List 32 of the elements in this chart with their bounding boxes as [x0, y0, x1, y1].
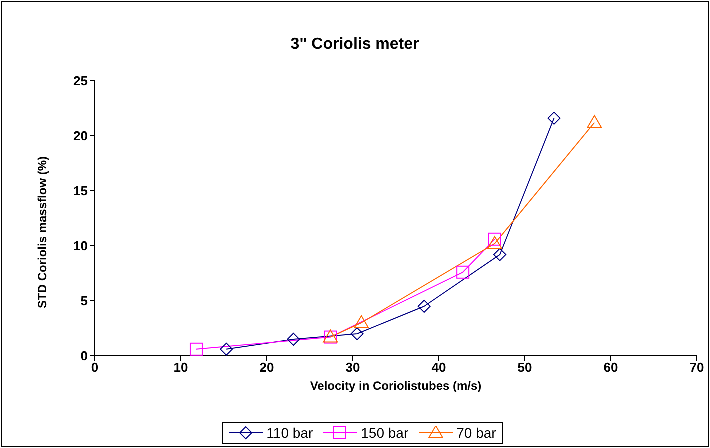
x-tick-label: 50: [518, 360, 532, 376]
point: [488, 232, 502, 246]
point: [487, 236, 502, 250]
legend-label: 110 bar: [266, 425, 314, 441]
y-tick-label: 5: [80, 294, 88, 309]
x-tick-label: 20: [260, 360, 274, 376]
x-axis-title: Velocity in Coriolistubes (m/s): [310, 379, 482, 393]
legend-label: 70 bar: [456, 425, 496, 441]
y-tick-label: 15: [74, 184, 88, 199]
x-tick-label: 0: [91, 360, 99, 376]
point: [190, 342, 203, 356]
point: [354, 316, 370, 328]
x-tick-label: 70: [690, 360, 704, 376]
y-tick-label: 20: [74, 128, 88, 144]
x-tick-label: 30: [346, 360, 360, 376]
x-tick-label: 40: [432, 360, 446, 376]
legend-label: 150 bar: [360, 425, 409, 441]
y-tick-label: 10: [74, 238, 88, 254]
point: [494, 248, 507, 262]
point: [418, 300, 431, 313]
point: [220, 342, 234, 356]
chart-title: 3" Coriolis meter: [290, 36, 420, 54]
point: [350, 328, 364, 340]
y-tick-label: 25: [74, 74, 88, 89]
y-tick-label: 0: [80, 348, 88, 364]
point: [287, 333, 300, 346]
point: [548, 112, 561, 125]
point: [456, 266, 470, 279]
y-axis-title: STD Coriolis massflow (%): [35, 156, 50, 308]
x-tick-label: 60: [604, 360, 618, 376]
x-tick-label: 10: [174, 360, 188, 376]
point: [587, 115, 602, 128]
